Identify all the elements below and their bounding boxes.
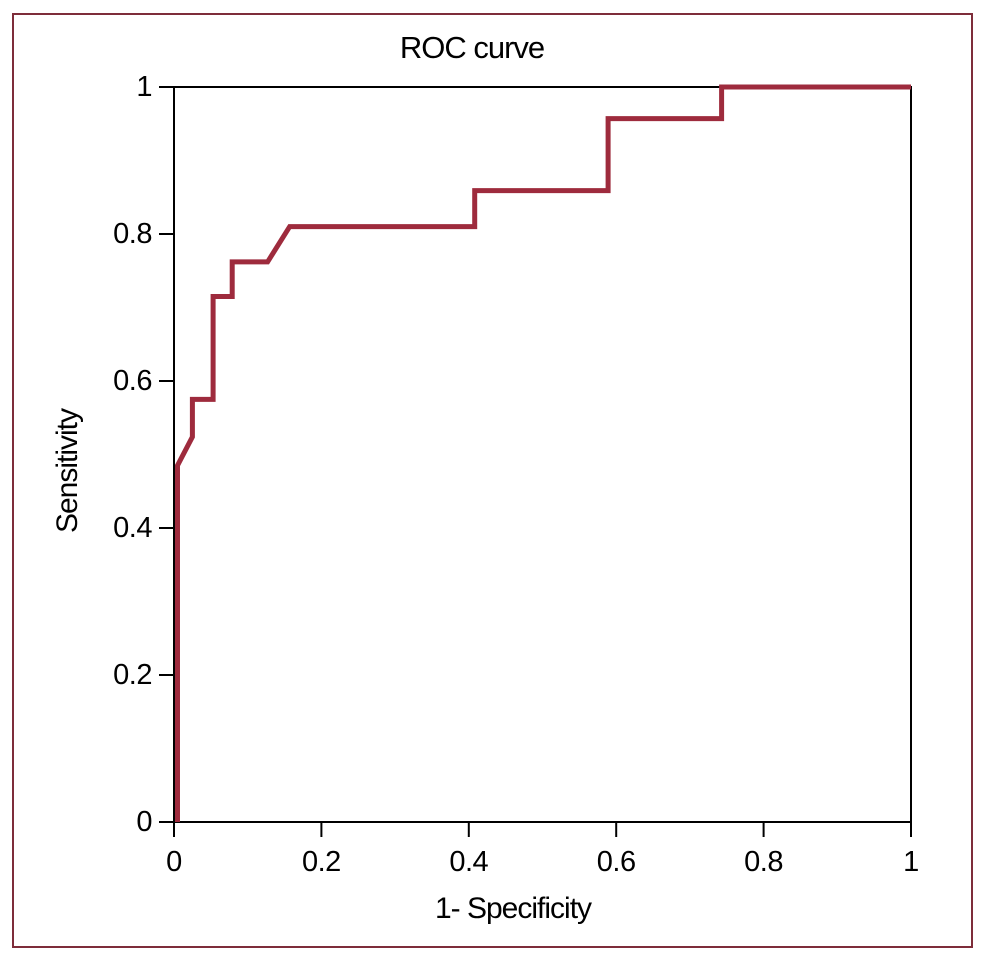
x-tick-label: 0: [166, 846, 182, 878]
y-tick-label: 0.4: [113, 512, 152, 544]
y-tick-label: 0.8: [113, 218, 152, 250]
x-tick-label: 0.8: [744, 846, 783, 878]
y-tick-label: 1: [136, 71, 152, 103]
x-axis-ticks: [173, 823, 912, 837]
y-tick-label: 0: [136, 806, 152, 838]
figure-border: [12, 13, 973, 948]
x-tick-label: 0.2: [301, 846, 341, 878]
x-tick-label: 0.6: [596, 846, 636, 878]
y-axis-ticks: [159, 86, 173, 823]
y-tick-label: 0.2: [113, 659, 152, 691]
x-tick-label: 0.4: [449, 846, 489, 878]
x-tick-label: 1: [903, 846, 919, 878]
y-tick-label: 0.6: [113, 365, 152, 397]
y-axis-title: Sensitivity: [51, 408, 84, 534]
x-axis-title: 1- Specificity: [434, 892, 592, 925]
roc-curve: [175, 84, 911, 822]
plot-frame: [173, 86, 912, 823]
chart-title: ROC curve: [399, 30, 545, 65]
